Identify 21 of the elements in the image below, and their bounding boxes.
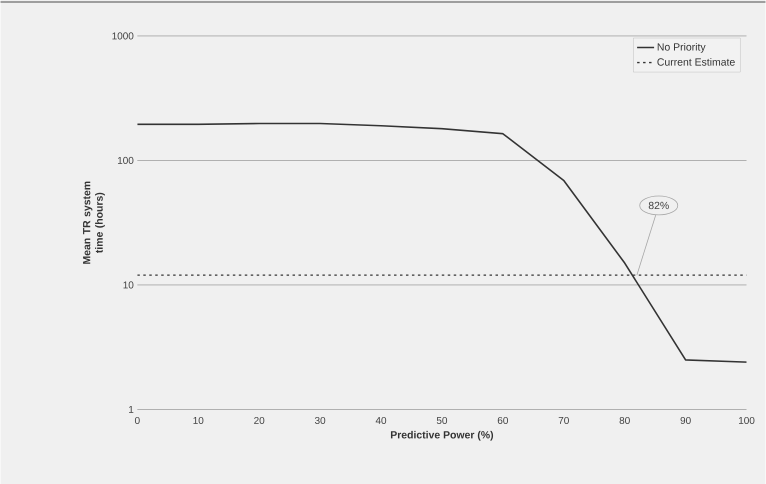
x-tick-label: 60 [498,416,508,424]
y-tick-label: 1 [129,406,134,413]
legend-label: Current Estimate [657,58,735,66]
x-tick-label: 80 [620,416,630,424]
annotation: 82% [648,202,669,209]
y-axis-title: Mean TR system time (hours) [83,181,105,264]
x-tick-label: 20 [254,416,264,424]
x-axis-title: Predictive Power (%) [390,430,494,440]
x-tick-label: 70 [558,416,569,424]
y-tick-label: 100 [118,156,134,164]
y-tick-label: 10 [124,281,134,288]
x-tick-label: 10 [193,416,204,424]
x-tick-label: 30 [314,416,326,424]
x-tick-label: 90 [680,416,691,424]
x-tick-label: 0 [134,416,140,424]
x-tick-label: 100 [738,416,754,424]
x-tick-label: 50 [436,416,448,424]
x-tick-label: 40 [376,416,386,424]
y-tick-label: 1000 [112,32,134,40]
legend-label: No Priority [658,42,706,53]
line-series [137,122,747,363]
